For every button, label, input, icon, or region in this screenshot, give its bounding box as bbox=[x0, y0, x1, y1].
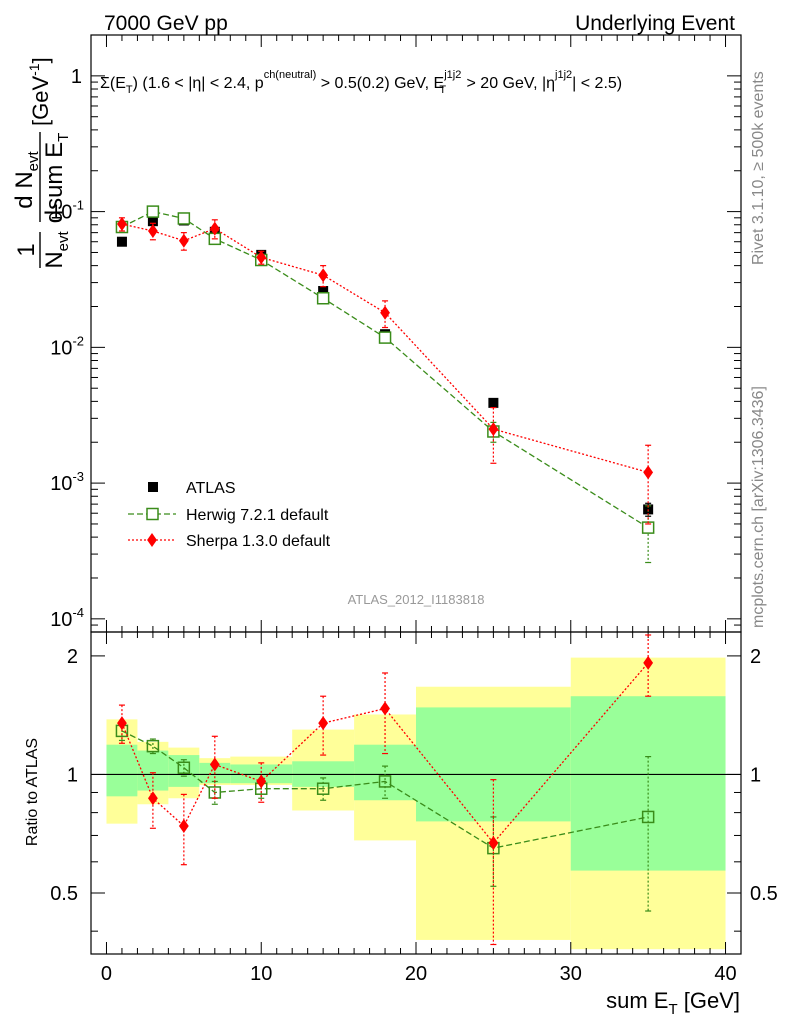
sherpa-ratio-point bbox=[209, 757, 220, 772]
ratio-band-inner bbox=[106, 744, 138, 797]
ratio-tick-label: 0.5 bbox=[50, 883, 78, 905]
plot-title: Σ(ET) (1.6 < |η| < 2.4, pch(neutral) > 0… bbox=[100, 69, 622, 96]
sherpa-point bbox=[209, 221, 220, 236]
series-layer bbox=[115, 205, 655, 946]
sherpa-ratio-point bbox=[117, 716, 127, 731]
x-tick-label: 40 bbox=[714, 963, 736, 985]
header-left: 7000 GeV pp bbox=[104, 12, 228, 35]
ratio-series-sherpa bbox=[117, 634, 654, 946]
herwig-point bbox=[378, 331, 392, 344]
svg-text:d Nevt: d Nevt bbox=[11, 150, 42, 208]
header-right: Underlying Event bbox=[575, 12, 735, 35]
x-tick-label: 20 bbox=[405, 963, 427, 985]
y-tick-label: 10-3 bbox=[50, 469, 84, 495]
herwig-ratio-point bbox=[641, 810, 655, 824]
sherpa-point bbox=[148, 223, 158, 238]
y-tick-label: 10-4 bbox=[50, 605, 84, 631]
legend-label: ATLAS bbox=[186, 480, 236, 497]
herwig-ratio-point bbox=[316, 782, 330, 795]
herwig-point bbox=[146, 205, 160, 218]
x-tick-label: 30 bbox=[560, 963, 582, 985]
series-sherpa bbox=[117, 217, 654, 525]
watermark: ATLAS_2012_I1183818 bbox=[348, 592, 485, 607]
legend-herwig-marker bbox=[146, 507, 159, 521]
ratio-tick-label-right: 2 bbox=[750, 646, 761, 668]
ratio-tick-label: 1 bbox=[67, 764, 78, 786]
x-tick-label: 0 bbox=[101, 963, 112, 985]
sherpa-point bbox=[117, 217, 127, 232]
svg-text:Nevt: Nevt bbox=[41, 230, 72, 268]
sherpa-point bbox=[178, 233, 189, 248]
herwig-ratio-point bbox=[378, 775, 392, 788]
svg-text:dsum ET: dsum ET bbox=[41, 133, 72, 224]
herwig-ratio-point bbox=[146, 739, 160, 753]
xlabel: sum ET [GeV] bbox=[606, 988, 740, 1018]
series-data bbox=[116, 215, 654, 517]
sherpa-point bbox=[256, 250, 267, 265]
sherpa-ratio-point bbox=[256, 774, 267, 789]
ratio-band-inner bbox=[137, 750, 169, 791]
x-tick-label: 10 bbox=[250, 963, 272, 985]
sherpa-ratio-point bbox=[643, 655, 654, 670]
sherpa-ratio-point bbox=[380, 701, 390, 716]
atlas-point bbox=[147, 216, 158, 227]
mcplots-label: mcplots.cern.ch [arXiv:1306.3436] bbox=[750, 386, 767, 628]
herwig-point bbox=[177, 212, 191, 225]
ratio-band-inner bbox=[570, 696, 726, 871]
ratio-tick-label: 2 bbox=[67, 646, 78, 668]
sherpa-point bbox=[488, 422, 499, 437]
sherpa-ratio-point bbox=[488, 835, 499, 850]
herwig-point bbox=[316, 292, 330, 305]
sherpa-line bbox=[121, 223, 649, 473]
ratio-uncertainty-bands bbox=[91, 657, 741, 950]
ratio-ylabel: Ratio to ATLAS bbox=[24, 738, 41, 846]
legend-label: Sherpa 1.3.0 default bbox=[186, 533, 331, 550]
legend-label: Herwig 7.2.1 default bbox=[186, 507, 329, 524]
herwig-ratio-point bbox=[177, 761, 191, 774]
svg-text:1: 1 bbox=[13, 243, 40, 256]
y-tick-label: 1 bbox=[71, 66, 82, 88]
sherpa-point bbox=[380, 305, 390, 320]
y-tick-label: 10-1 bbox=[50, 198, 84, 224]
rivet-label: Rivet 3.1.10, ≥ 500k events bbox=[750, 71, 767, 265]
main-ylabel: 1 Nevt d Nevt dsum ET [GeV-1] bbox=[11, 57, 72, 268]
atlas-point bbox=[488, 397, 499, 408]
sherpa-ratio-point bbox=[148, 791, 158, 806]
ratio-tick-label-right: 0.5 bbox=[750, 883, 778, 905]
ratio-band-inner bbox=[416, 707, 571, 822]
axes: 0 10 20 30 40 1 10-1 10-2 10-3 10-4 0.5 0.5 1 1 2 2 bbox=[50, 34, 778, 985]
sherpa-point bbox=[643, 465, 654, 480]
legend-atlas-marker bbox=[148, 482, 158, 492]
sherpa-ratio-point bbox=[178, 818, 189, 833]
sherpa-point bbox=[318, 268, 329, 283]
y-tick-label: 10-2 bbox=[50, 333, 84, 359]
ratio-tick-label-right: 1 bbox=[750, 764, 761, 786]
sherpa-ratio-point bbox=[318, 716, 329, 731]
legend: ATLAS Herwig 7.2.1 default Sherpa 1.3.0 de… bbox=[128, 480, 331, 550]
atlas-point bbox=[318, 286, 329, 297]
svg-text:[GeV-1]: [GeV-1] bbox=[26, 57, 53, 126]
atlas-point bbox=[116, 236, 127, 247]
legend-sherpa-marker bbox=[147, 533, 157, 547]
